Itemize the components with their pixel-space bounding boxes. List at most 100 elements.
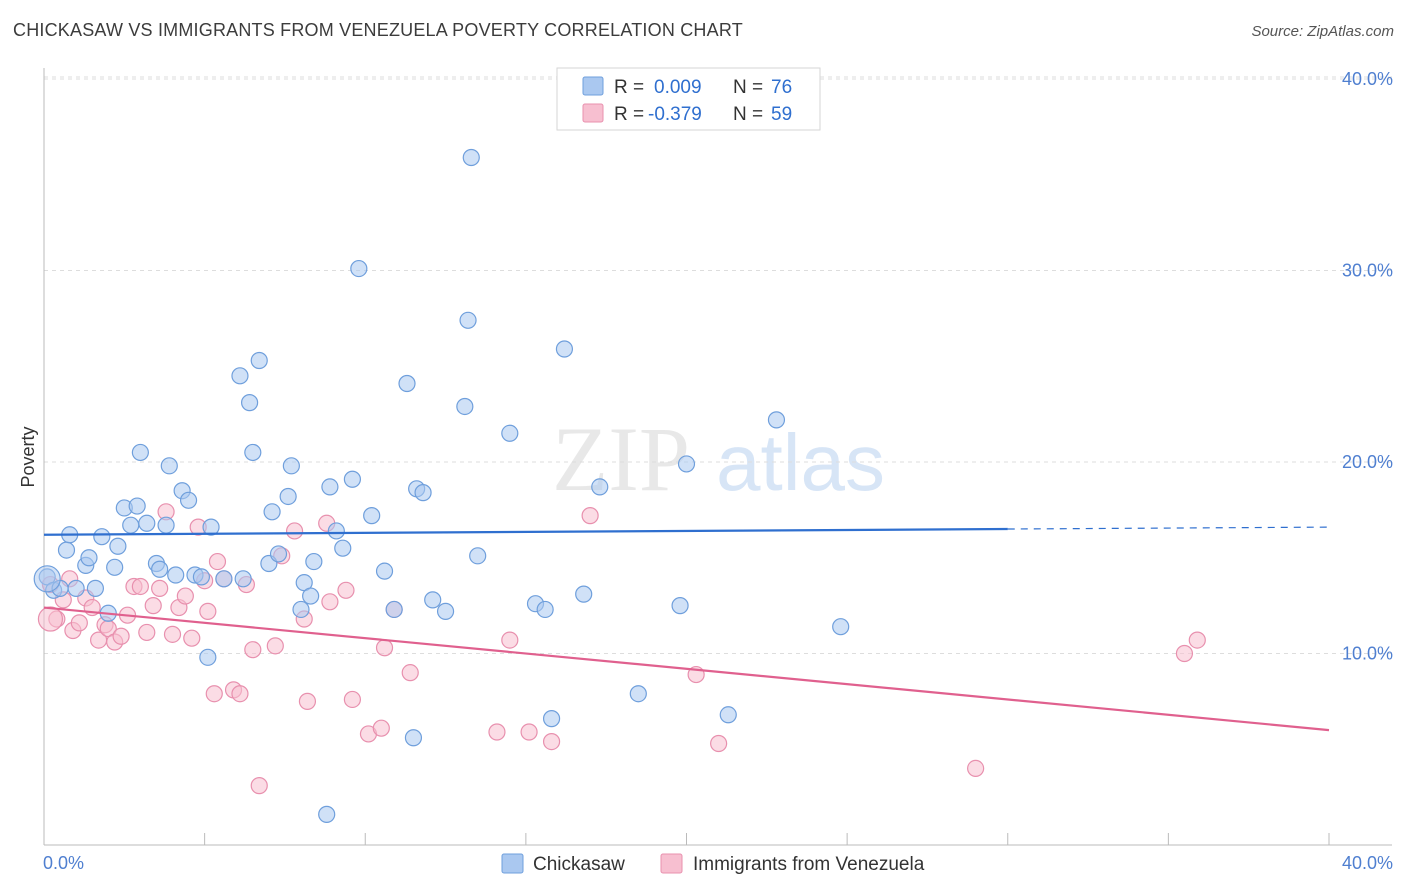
chart-title: CHICKASAW VS IMMIGRANTS FROM VENEZUELA P…: [13, 20, 743, 40]
chickasaw-point-51: [375, 562, 394, 580]
chickasaw-point-75: [832, 618, 850, 636]
grid-lines: [44, 76, 1392, 654]
legend-swatch-venezuela: [660, 853, 683, 874]
chickasaw-point-39: [282, 457, 300, 475]
venezuela-point-45: [372, 719, 390, 737]
stats-n-value-chickasaw: 76: [771, 77, 792, 98]
chickasaw-point-71: [671, 597, 689, 615]
watermark-atlas: atlas: [716, 418, 885, 507]
chickasaw-point-59: [456, 397, 474, 416]
venezuela-point-22: [176, 587, 194, 605]
chickasaw-point-5: [67, 579, 85, 597]
chickasaw-point-8: [86, 579, 105, 597]
stats-r-label-venezuela: R =: [614, 104, 644, 125]
venezuela-point-43: [343, 690, 361, 709]
chickasaw-point-30: [231, 367, 249, 385]
chickasaw-point-73: [719, 706, 737, 724]
chickasaw-point-69: [591, 478, 609, 496]
y-tick-label-20: 20.0%: [1342, 452, 1393, 472]
stats-n-label-venezuela: N =: [733, 104, 763, 125]
chickasaw-point-17: [138, 514, 156, 532]
venezuela-point-33: [244, 641, 262, 659]
venezuela-point-12: [112, 627, 130, 645]
chickasaw-point-63: [501, 424, 519, 442]
venezuela-point-17: [144, 597, 162, 615]
chickasaw-point-47: [334, 539, 352, 557]
stats-r-value-venezuela: -0.379: [648, 104, 702, 125]
venezuela-point-16: [138, 623, 156, 642]
chickasaw-point-28: [202, 518, 220, 536]
chickasaw-point-68: [575, 585, 593, 603]
chickasaw-point-46: [327, 522, 345, 540]
stats-r-label-chickasaw: R =: [614, 77, 644, 98]
stats-swatch-chickasaw: [582, 76, 604, 96]
venezuela-point-37: [285, 522, 304, 540]
x-axis-ticks: [204, 833, 1330, 845]
venezuela-point-28: [208, 552, 227, 571]
chickasaw-point-26: [192, 568, 211, 586]
x-tick-label-max: 40.0%: [1342, 853, 1393, 873]
chickasaw-point-27: [199, 648, 217, 666]
chickasaw-point-42: [302, 587, 320, 605]
venezuela-point-15: [131, 577, 149, 596]
chickasaw-point-74: [767, 411, 786, 429]
venezuela-trend-line: [43, 606, 1330, 732]
chickasaw-point-48: [343, 470, 361, 488]
chickasaw-point-53: [398, 374, 416, 393]
venezuela-point-42: [337, 581, 355, 599]
chickasaw-point-19: [151, 560, 169, 578]
series-chickasaw-points: [33, 148, 850, 823]
chickasaw-point-61: [462, 148, 480, 167]
chickasaw-point-22: [167, 566, 185, 584]
chickasaw-point-20: [157, 516, 175, 534]
venezuela-point-58: [1188, 631, 1206, 649]
stats-n-label-chickasaw: N =: [733, 77, 763, 98]
chickasaw-point-21: [160, 457, 178, 475]
chickasaw-point-58: [436, 602, 455, 620]
venezuela-point-52: [542, 732, 561, 751]
chickasaw-point-edge: [33, 565, 61, 593]
venezuela-point-49: [488, 723, 506, 741]
stats-legend: R = 0.009 N = 76 R = -0.379 N = 59: [556, 67, 821, 131]
chickasaw-point-34: [250, 351, 268, 370]
x-tick-label-min: 0.0%: [43, 853, 84, 873]
watermark: ZIP atlas: [552, 408, 885, 510]
chickasaw-point-66: [542, 710, 561, 728]
chickasaw-point-72: [677, 455, 696, 473]
chickasaw-point-36: [263, 503, 281, 521]
stats-r-value-chickasaw: 0.009: [654, 77, 702, 98]
chickasaw-point-45: [321, 478, 339, 496]
venezuela-point-55: [710, 734, 728, 753]
legend-swatch-chickasaw: [501, 853, 524, 874]
venezuela-point-48: [401, 664, 419, 682]
chickasaw-point-32: [241, 394, 259, 412]
chickasaw-point-43: [305, 552, 323, 571]
venezuela-point-39: [298, 692, 317, 710]
y-axis-title: Poverty: [18, 426, 38, 487]
chickasaw-point-31: [234, 570, 252, 588]
chickasaw-point-40: [292, 600, 310, 619]
venezuela-point-34: [250, 777, 268, 795]
venezuela-point-5: [70, 614, 88, 632]
chickasaw-point-15: [128, 497, 146, 515]
chickasaw-point-44: [318, 805, 336, 823]
legend-label-venezuela: Immigrants from Venezuela: [693, 854, 925, 875]
chickasaw-point-12: [109, 537, 127, 555]
chickasaw-point-54: [404, 729, 423, 747]
chickasaw-point-33: [244, 443, 262, 462]
chickasaw-point-62: [469, 547, 487, 565]
venezuela-point-edge: [37, 606, 64, 632]
chickasaw-point-65: [536, 600, 554, 619]
venezuela-point-50: [501, 631, 519, 649]
y-axis-tick-labels: 10.0% 20.0% 30.0% 40.0%: [1342, 69, 1393, 664]
legend-label-chickasaw: Chickasaw: [533, 854, 625, 875]
venezuela-point-20: [163, 625, 182, 643]
stats-swatch-venezuela: [582, 103, 604, 123]
y-tick-label-30: 30.0%: [1342, 261, 1393, 281]
chickasaw-point-37: [269, 545, 288, 563]
venezuela-point-23: [183, 629, 201, 647]
chart-source: Source: ZipAtlas.com: [1251, 23, 1394, 40]
chickasaw-point-14: [122, 516, 140, 534]
venezuela-point-27: [205, 685, 223, 703]
trend-lines: [43, 526, 1330, 732]
